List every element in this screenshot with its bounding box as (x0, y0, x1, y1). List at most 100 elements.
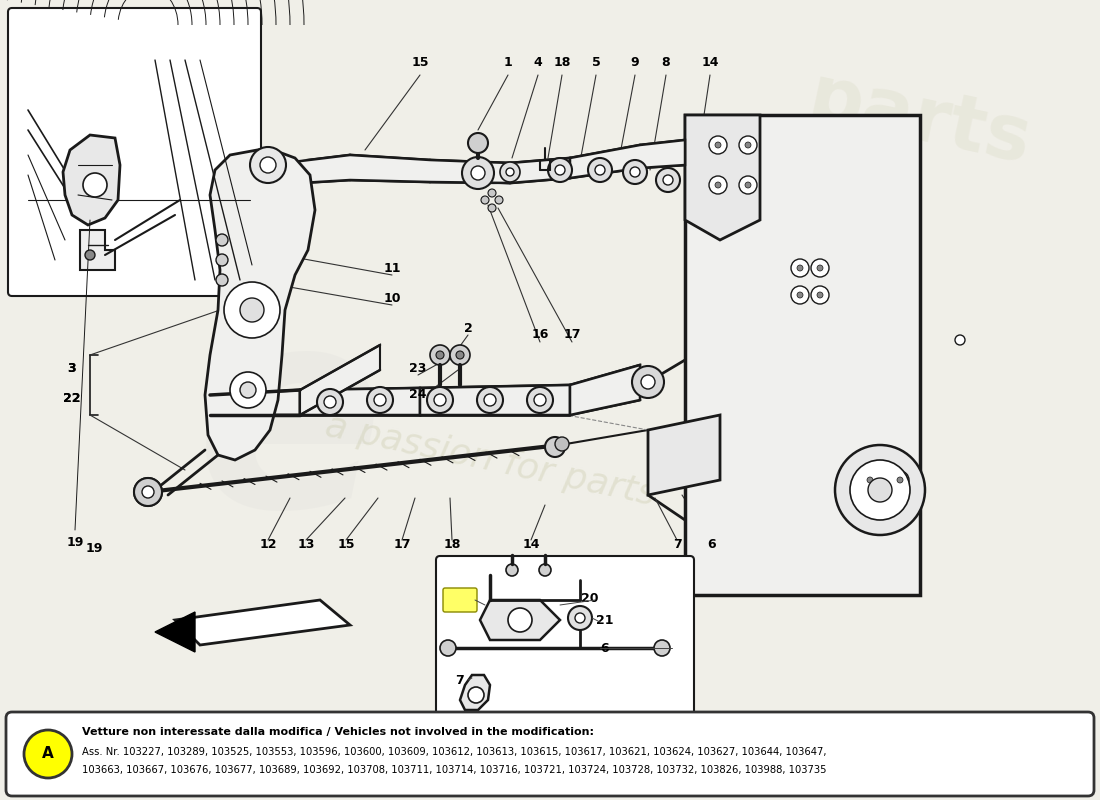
Circle shape (630, 167, 640, 177)
Circle shape (791, 259, 808, 277)
Polygon shape (80, 230, 116, 270)
Circle shape (324, 396, 336, 408)
Circle shape (641, 375, 654, 389)
Text: 18: 18 (443, 538, 461, 551)
Circle shape (715, 142, 720, 148)
Circle shape (867, 477, 873, 483)
Circle shape (534, 394, 546, 406)
Circle shape (955, 335, 965, 345)
Text: 7: 7 (672, 538, 681, 551)
Circle shape (632, 366, 664, 398)
Circle shape (745, 142, 751, 148)
Text: 22: 22 (64, 391, 80, 405)
Text: a passion for parts: a passion for parts (321, 408, 659, 512)
Circle shape (739, 176, 757, 194)
Circle shape (367, 387, 393, 413)
Text: 10: 10 (383, 291, 400, 305)
Text: 22: 22 (64, 391, 80, 405)
Polygon shape (175, 600, 350, 645)
Text: 8: 8 (662, 55, 670, 69)
Circle shape (495, 196, 503, 204)
Circle shape (484, 394, 496, 406)
Circle shape (450, 345, 470, 365)
Polygon shape (300, 388, 420, 415)
Polygon shape (268, 155, 570, 185)
Circle shape (471, 166, 485, 180)
Circle shape (142, 486, 154, 498)
Circle shape (85, 250, 95, 260)
Text: 21: 21 (596, 614, 614, 626)
Circle shape (427, 387, 453, 413)
Text: 20: 20 (451, 594, 469, 606)
Polygon shape (685, 115, 760, 240)
Circle shape (891, 471, 909, 489)
Circle shape (791, 286, 808, 304)
Circle shape (134, 478, 162, 506)
Text: 14: 14 (522, 538, 540, 551)
Polygon shape (210, 390, 300, 415)
Circle shape (654, 640, 670, 656)
Circle shape (440, 640, 456, 656)
Text: 17: 17 (563, 329, 581, 342)
Circle shape (861, 471, 879, 489)
Polygon shape (300, 345, 379, 415)
Circle shape (835, 445, 925, 535)
Circle shape (456, 351, 464, 359)
Polygon shape (570, 365, 640, 415)
Text: e: e (196, 295, 384, 565)
Text: 15: 15 (411, 55, 429, 69)
Polygon shape (63, 135, 120, 225)
Text: 15: 15 (338, 538, 354, 551)
Circle shape (462, 157, 494, 189)
Polygon shape (205, 148, 315, 460)
Circle shape (539, 564, 551, 576)
Circle shape (240, 382, 256, 398)
Circle shape (24, 730, 72, 778)
Circle shape (436, 351, 444, 359)
Circle shape (500, 162, 520, 182)
Circle shape (374, 394, 386, 406)
FancyBboxPatch shape (8, 8, 261, 296)
Circle shape (488, 204, 496, 212)
Circle shape (216, 254, 228, 266)
Circle shape (317, 389, 343, 415)
Circle shape (811, 259, 829, 277)
Circle shape (224, 282, 280, 338)
Circle shape (663, 175, 673, 185)
Text: 18: 18 (553, 55, 571, 69)
Text: 14: 14 (702, 55, 718, 69)
Circle shape (811, 286, 829, 304)
Text: 20: 20 (581, 591, 598, 605)
Circle shape (216, 234, 228, 246)
Text: 103663, 103667, 103676, 103677, 103689, 103692, 103708, 103711, 103714, 103716, : 103663, 103667, 103676, 103677, 103689, … (82, 765, 826, 775)
Circle shape (556, 165, 565, 175)
Circle shape (817, 292, 823, 298)
Circle shape (595, 165, 605, 175)
Polygon shape (570, 140, 685, 178)
Circle shape (656, 168, 680, 192)
Polygon shape (685, 115, 920, 595)
Text: 19: 19 (86, 542, 102, 554)
FancyBboxPatch shape (436, 556, 694, 729)
Circle shape (710, 176, 727, 194)
Circle shape (481, 196, 490, 204)
Circle shape (506, 168, 514, 176)
FancyBboxPatch shape (443, 588, 477, 612)
Text: 13: 13 (297, 538, 315, 551)
Text: Ass. Nr. 103227, 103289, 103525, 103553, 103596, 103600, 103609, 103612, 103613,: Ass. Nr. 103227, 103289, 103525, 103553,… (82, 747, 826, 757)
Circle shape (715, 182, 720, 188)
Circle shape (575, 613, 585, 623)
Text: Vetture non interessate dalla modifica / Vehicles not involved in the modificati: Vetture non interessate dalla modifica /… (82, 727, 594, 737)
FancyBboxPatch shape (6, 712, 1094, 796)
Text: 3: 3 (68, 362, 76, 374)
Text: 16: 16 (531, 329, 549, 342)
Text: 17: 17 (394, 538, 410, 551)
Circle shape (434, 394, 446, 406)
Circle shape (477, 387, 503, 413)
Text: 12: 12 (260, 538, 277, 551)
Polygon shape (648, 415, 720, 495)
Text: parts: parts (802, 60, 1038, 180)
Text: 7: 7 (455, 674, 464, 686)
Circle shape (488, 189, 496, 197)
Circle shape (745, 182, 751, 188)
